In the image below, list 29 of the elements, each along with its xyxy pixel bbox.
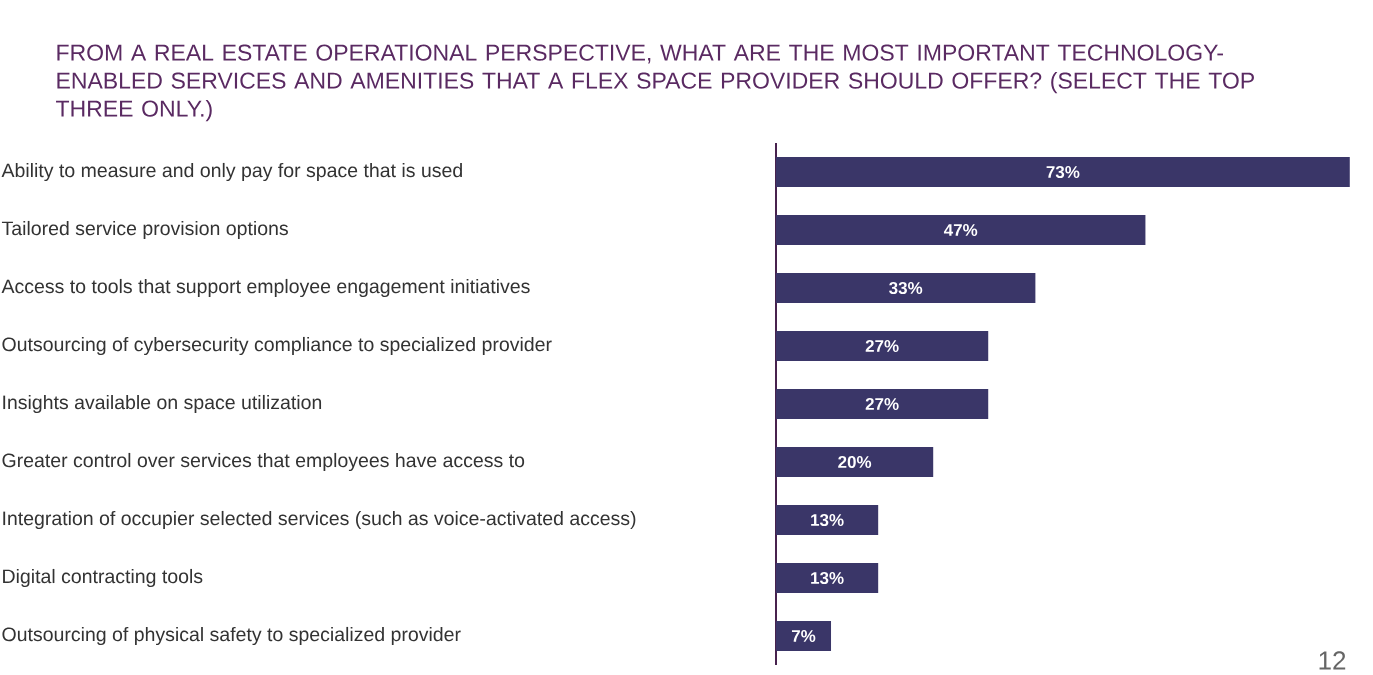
y-tick-label: Access to tools that support employee engagement initiatives [1, 278, 530, 298]
data-label: 7% [791, 630, 816, 642]
chart-title: FROM A REAL ESTATE OPERATIONAL PERSPECTIVE, WHAT ARE THE MOST IMPORTANT TECHNOLOGY-ENABLED SERVICES AND AMENITIES THAT A FLEX SPACE PROVIDER SHOULD OFFER? (SELECT THE TOP THREE ONLY.) [56, 44, 1254, 122]
data-label: 13% [811, 571, 844, 585]
bar [776, 331, 989, 361]
data-label: 27% [865, 398, 899, 411]
y-tick-label: Integration of occupier selected services (such as voice-activated access) [3, 510, 636, 530]
data-label: 47% [943, 224, 978, 236]
y-tick-label: Tailored service provision options [1, 220, 288, 240]
data-label: 20% [838, 455, 872, 469]
y-tick-label: Greater control over services that employees have access to [2, 452, 525, 472]
bar [776, 157, 1350, 187]
data-label: 33% [889, 281, 923, 295]
data-label: 13% [811, 513, 844, 527]
bar [776, 215, 1146, 245]
bar [776, 389, 989, 419]
y-tick-label: Outsourcing of cybersecurity compliance to specialized provider [2, 336, 552, 356]
annotation: 12 [1319, 651, 1346, 670]
y-tick-label: Insights available on space utilization [3, 394, 322, 414]
data-label: 73% [1046, 165, 1080, 179]
bar [776, 273, 1036, 303]
y-tick-label: Ability to measure and only pay for space that is used [1, 162, 462, 182]
bar [776, 447, 934, 477]
y-tick-label: Digital contracting tools [3, 568, 203, 588]
data-label: 27% [865, 340, 899, 353]
y-tick-label: Outsourcing of physical safety to specialized provider [2, 626, 461, 646]
bar [776, 563, 879, 594]
bar [776, 621, 832, 652]
bar [776, 505, 879, 536]
